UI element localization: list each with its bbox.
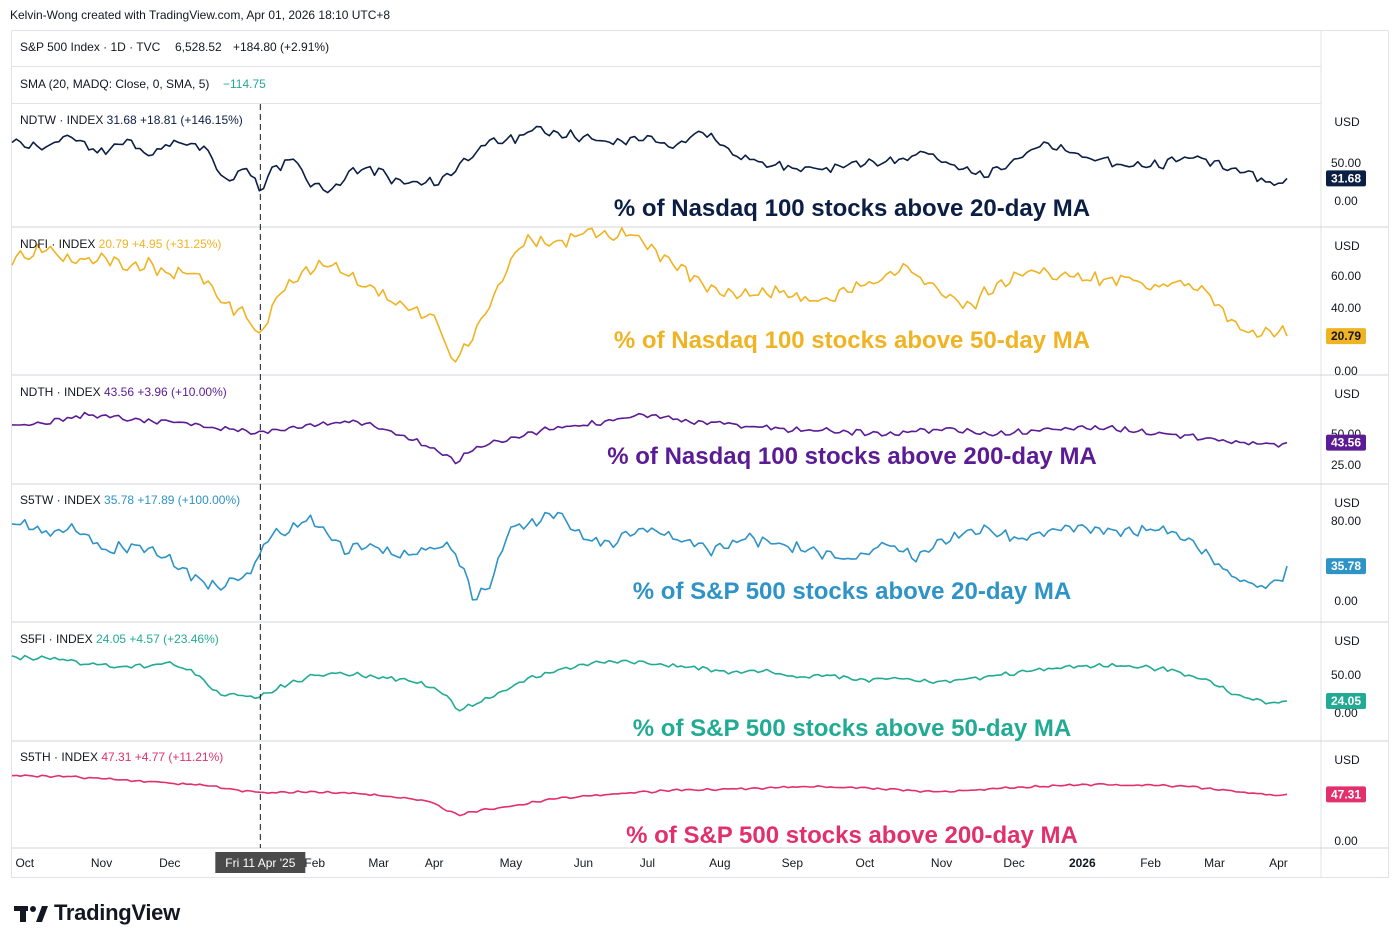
time-axis-label: Sep	[782, 856, 804, 870]
indicator-name: SMA (20, MADQ: Close, 0, SMA, 5)	[20, 77, 210, 91]
time-axis-label: Oct	[856, 856, 875, 870]
last-value-text-s5tw: 35.78	[1331, 559, 1361, 573]
legend-symbol: S5TH · INDEX	[20, 750, 101, 764]
crosshair-date-label: Fri 11 Apr '25	[225, 856, 295, 870]
axis-unit-label: USD	[1334, 496, 1360, 510]
axis-tick-label: 50.00	[1331, 156, 1361, 170]
main-symbol-price: 6,528.52	[175, 40, 222, 54]
last-value-badge-ndth	[1326, 434, 1366, 451]
pane-legend-s5fi[interactable]: S5FI · INDEX 24.05 +4.57 (+23.46%)	[20, 632, 219, 646]
pane-legend-s5tw[interactable]: S5TW · INDEX 35.78 +17.89 (+100.00%)	[20, 493, 240, 507]
indicator-legend[interactable]: SMA (20, MADQ: Close, 0, SMA, 5) −114.75	[12, 67, 1321, 104]
main-symbol-name: S&P 500 Index · 1D · TVC	[20, 40, 161, 54]
series-line-ndfi	[11, 227, 1288, 363]
legend-value: 31.68 +18.81 (+146.15%)	[107, 113, 243, 127]
pane-legend-ndtw[interactable]: NDTW · INDEX 31.68 +18.81 (+146.15%)	[20, 113, 243, 127]
pane-s5th[interactable]: S5TH · INDEX 47.31 +4.77 (+11.21%) % of S…	[11, 750, 1388, 849]
axis-tick-label: 0.00	[1334, 194, 1358, 208]
legend-symbol: NDFI · INDEX	[20, 237, 99, 251]
pane-s5tw[interactable]: S5TW · INDEX 35.78 +17.89 (+100.00%) % of…	[11, 493, 1388, 623]
last-value-badge-ndtw	[1326, 170, 1366, 187]
time-axis-label: Nov	[91, 856, 112, 870]
tradingview-logo: TradingView	[14, 900, 180, 926]
attribution-text: Kelvin-Wong created with TradingView.com…	[10, 8, 391, 22]
axis-tick-label: 0.00	[1334, 834, 1358, 848]
time-axis-label: 2026	[1069, 856, 1096, 870]
series-line-ndtw	[11, 125, 1288, 194]
axis-unit-label: USD	[1334, 753, 1360, 767]
time-axis-label: Mar	[368, 856, 389, 870]
legend-symbol: S5TW · INDEX	[20, 493, 104, 507]
legend-value: 24.05 +4.57 (+23.46%)	[96, 632, 219, 646]
last-value-badge-s5fi	[1326, 692, 1366, 709]
main-symbol-change: +184.80 (+2.91%)	[233, 40, 330, 54]
axis-unit-label: USD	[1334, 115, 1360, 129]
axis-tick-label: 50.00	[1331, 668, 1361, 682]
time-axis-label: Jul	[640, 856, 655, 870]
legend-symbol: S5FI · INDEX	[20, 632, 96, 646]
time-axis-label: Dec	[1003, 856, 1024, 870]
series-line-s5fi	[11, 654, 1288, 712]
time-axis-label: Jun	[574, 856, 593, 870]
axis-tick-label: 40.00	[1331, 301, 1361, 315]
time-axis-label: Feb	[1140, 856, 1161, 870]
axis-tick-label: 60.00	[1331, 269, 1361, 283]
annotation-s5tw: % of S&P 500 stocks above 20-day MA	[633, 578, 1071, 605]
time-axis-label: Apr	[425, 856, 444, 870]
axis-tick-label: 80.00	[1331, 514, 1361, 528]
last-value-badge-s5tw	[1326, 558, 1366, 575]
pane-ndtw[interactable]: NDTW · INDEX 31.68 +18.81 (+146.15%) % of…	[11, 113, 1388, 228]
last-value-text-ndtw: 31.68	[1331, 171, 1361, 185]
last-value-text-ndfi: 20.79	[1331, 329, 1361, 343]
pane-ndfi[interactable]: NDFI · INDEX 20.79 +4.95 (+31.25%) % of N…	[11, 227, 1388, 378]
annotation-ndfi: % of Nasdaq 100 stocks above 50-day MA	[614, 327, 1090, 354]
annotation-s5th: % of S&P 500 stocks above 200-day MA	[626, 822, 1078, 849]
time-axis-label: Feb	[304, 856, 325, 870]
last-value-text-s5fi: 24.05	[1331, 694, 1361, 708]
time-axis-label: Aug	[709, 856, 730, 870]
chart-frame	[11, 30, 1389, 878]
axis-tick-label: 0.00	[1334, 594, 1358, 608]
legend-value: 43.56 +3.96 (+10.00%)	[104, 385, 227, 399]
time-axis-label: Apr	[1269, 856, 1288, 870]
crosshair-date-badge	[215, 852, 306, 873]
main-symbol-legend[interactable]: S&P 500 Index · 1D · TVC 6,528.52 +184.8…	[12, 30, 1321, 67]
series-line-ndth	[11, 411, 1288, 465]
legend-value: 47.31 +4.77 (+11.21%)	[101, 750, 223, 764]
axis-tick-label: 0.00	[1334, 364, 1358, 378]
time-axis-label: Mar	[1204, 856, 1225, 870]
axis-unit-label: USD	[1334, 634, 1360, 648]
last-value-badge-s5th	[1326, 786, 1366, 803]
legend-symbol: NDTH · INDEX	[20, 385, 104, 399]
pane-ndth[interactable]: NDTH · INDEX 43.56 +3.96 (+10.00%) % of N…	[11, 385, 1388, 485]
tradingview-logo-icon	[14, 906, 48, 922]
time-axis-label: Oct	[15, 856, 34, 870]
annotation-ndtw: % of Nasdaq 100 stocks above 20-day MA	[614, 195, 1090, 222]
pane-legend-ndfi[interactable]: NDFI · INDEX 20.79 +4.95 (+31.25%)	[20, 237, 221, 251]
last-value-badge-ndfi	[1326, 328, 1366, 345]
time-axis-label: Dec	[159, 856, 180, 870]
last-value-text-s5th: 47.31	[1331, 787, 1361, 801]
pane-s5fi[interactable]: S5FI · INDEX 24.05 +4.57 (+23.46%) % of S…	[11, 632, 1388, 742]
axis-unit-label: USD	[1334, 387, 1360, 401]
time-axis-label: May	[500, 856, 523, 870]
annotation-ndth: % of Nasdaq 100 stocks above 200-day MA	[607, 443, 1097, 470]
annotation-s5fi: % of S&P 500 stocks above 50-day MA	[633, 715, 1071, 742]
axis-tick-label: 25.00	[1331, 458, 1361, 472]
last-value-text-ndth: 43.56	[1331, 436, 1361, 450]
series-line-s5th	[11, 774, 1288, 817]
axis-tick-label: 0.00	[1334, 706, 1358, 720]
indicator-value: −114.75	[223, 77, 266, 91]
pane-legend-ndth[interactable]: NDTH · INDEX 43.56 +3.96 (+10.00%)	[20, 385, 227, 399]
series-line-s5tw	[11, 511, 1288, 601]
time-axis[interactable]: OctNovDec2025FebMarAprMayJunJulAugSepOct…	[15, 852, 1288, 873]
legend-symbol: NDTW · INDEX	[20, 113, 107, 127]
pane-legend-s5th[interactable]: S5TH · INDEX 47.31 +4.77 (+11.21%)	[20, 750, 223, 764]
axis-unit-label: USD	[1334, 239, 1360, 253]
tradingview-logo-text: TradingView	[54, 900, 180, 925]
time-axis-label: Nov	[931, 856, 952, 870]
legend-value: 35.78 +17.89 (+100.00%)	[104, 493, 240, 507]
legend-value: 20.79 +4.95 (+31.25%)	[99, 237, 222, 251]
